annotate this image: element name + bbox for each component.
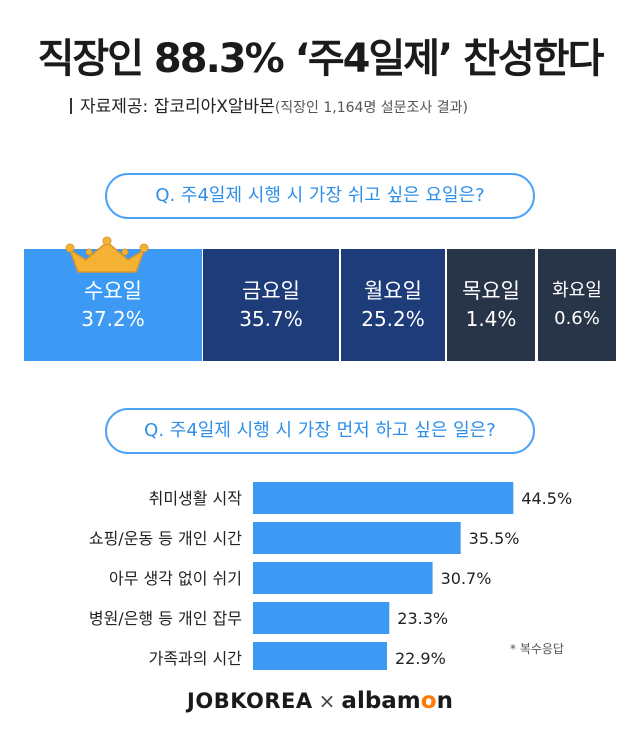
logo-separator: × <box>318 689 336 713</box>
day-box-tuesday: 화요일 0.6% <box>538 249 616 361</box>
day-box-thursday: 목요일 1.4% <box>447 249 535 361</box>
jobkorea-logo: JOBKOREA <box>187 689 313 713</box>
crown-icon <box>65 236 149 273</box>
bar-5 <box>253 642 387 670</box>
albamon-logo: albamon <box>341 688 453 714</box>
source-line: 자료제공: 잡코리아X알바몬(직장인 1,164명 설문조사 결과) <box>70 92 468 117</box>
albamon-logo-o: o <box>420 688 437 714</box>
logo-bar: JOBKOREA × albamon <box>0 688 640 714</box>
page-title: 직장인 88.3% ‘주4일제’ 찬성한다 <box>37 36 605 82</box>
day-label: 화요일 <box>552 280 602 301</box>
question-1-pill: Q. 주4일제 시행 시 가장 쉬고 싶은 요일은? <box>105 173 535 219</box>
day-label: 금요일 <box>242 279 300 303</box>
day-value: 1.4% <box>465 307 517 331</box>
day-value: 37.2% <box>81 307 145 331</box>
day-value: 0.6% <box>554 308 600 329</box>
bar-category-label: 쇼핑/운동 등 개인 시간 <box>89 529 242 548</box>
bar-4 <box>253 602 390 634</box>
day-value: 25.2% <box>361 307 425 331</box>
source-label: 자료제공: 잡코리아X알바몬 <box>80 97 275 117</box>
bar-3 <box>253 562 433 594</box>
bar-category-label: 아무 생각 없이 쉬기 <box>109 569 242 588</box>
albamon-logo-part: albam <box>341 688 421 714</box>
day-value: 35.7% <box>239 307 303 331</box>
day-label: 목요일 <box>462 279 520 303</box>
bar-value-label: 22.9% <box>395 649 446 668</box>
albamon-logo-part: n <box>436 688 453 714</box>
activity-bar-chart: 취미생활 시작 44.5% 쇼핑/운동 등 개인 시간 35.5% 아무 생각 없이 쉬… <box>89 482 572 670</box>
bar-value-label: 44.5% <box>521 489 572 508</box>
source-divider <box>70 98 72 114</box>
day-label: 수요일 <box>84 279 142 303</box>
source-note: (직장인 1,164명 설문조사 결과) <box>274 100 468 116</box>
bar-category-label: 취미생활 시작 <box>149 489 243 508</box>
bar-category-label: 가족과의 시간 <box>149 649 243 668</box>
bar-1 <box>253 482 514 514</box>
day-box-monday: 월요일 25.2% <box>341 249 445 361</box>
bar-value-label: 23.3% <box>397 609 448 628</box>
bar-value-label: 35.5% <box>469 529 520 548</box>
question-2-pill: Q. 주4일제 시행 시 가장 먼저 하고 싶은 일은? <box>105 408 535 454</box>
day-label: 월요일 <box>364 279 422 303</box>
day-box-friday: 금요일 35.7% <box>203 249 339 361</box>
bar-value-label: 30.7% <box>441 569 492 588</box>
bar-2 <box>253 522 461 554</box>
bar-category-label: 병원/은행 등 개인 잡무 <box>89 609 242 628</box>
footnote: * 복수응답 <box>510 642 564 656</box>
